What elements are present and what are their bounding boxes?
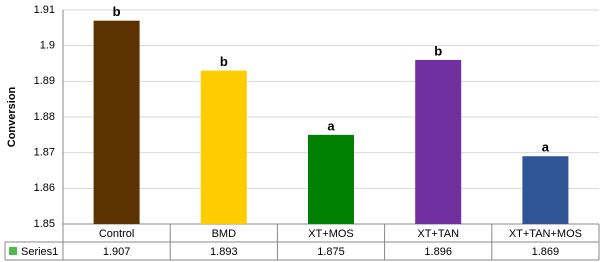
y-tick-label: 1.9: [40, 40, 55, 52]
bar: [308, 134, 354, 224]
bar: [522, 156, 569, 224]
x-tick-label: XT+TAN: [417, 228, 459, 240]
x-tick-label: XT+TAN+MOS: [509, 228, 582, 240]
y-axis-title: Conversion: [6, 86, 18, 147]
bar-annotation: b: [220, 54, 228, 69]
legend-label: Series1: [21, 246, 58, 258]
y-tick-label: 1.86: [34, 182, 55, 194]
table-value: 1.907: [103, 246, 131, 258]
bar-annotation: a: [327, 118, 335, 133]
bar: [93, 20, 140, 225]
y-tick-label: 1.87: [34, 147, 55, 159]
y-tick-label: 1.85: [34, 218, 55, 230]
x-tick-label: Control: [99, 228, 134, 240]
table-value: 1.869: [532, 246, 560, 258]
y-tick-label: 1.88: [34, 111, 55, 123]
x-tick-label: XT+MOS: [308, 228, 354, 240]
table-value: 1.896: [424, 246, 452, 258]
bar: [415, 59, 462, 224]
table-value: 1.875: [317, 246, 345, 258]
legend-swatch: [9, 247, 17, 255]
table-value: 1.893: [210, 246, 238, 258]
bar-annotation: a: [542, 140, 550, 155]
bar-annotation: b: [434, 43, 442, 58]
y-tick-label: 1.89: [34, 75, 55, 87]
x-tick-label: BMD: [212, 228, 237, 240]
bar: [200, 70, 247, 224]
bar-annotation: b: [113, 4, 121, 19]
y-tick-label: 1.91: [34, 4, 55, 16]
